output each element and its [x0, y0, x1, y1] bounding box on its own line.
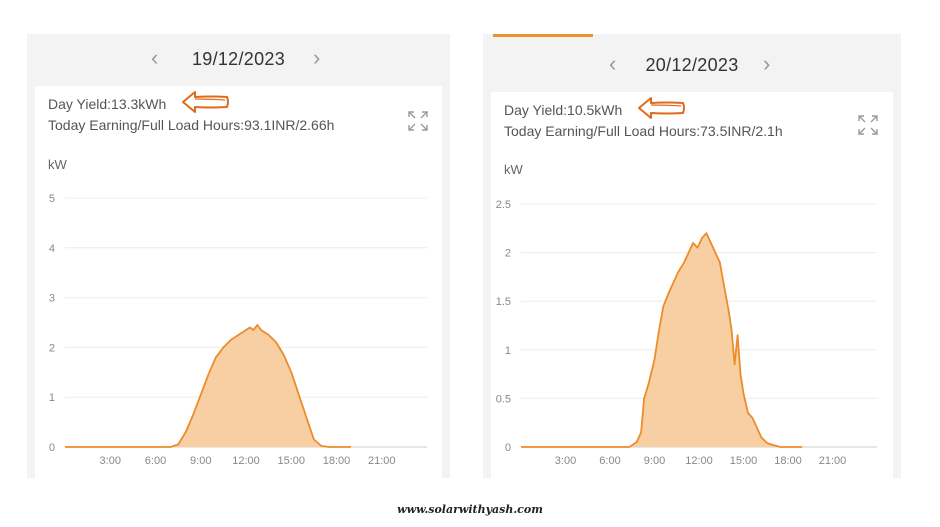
x-tick-label: 6:00 [599, 455, 620, 467]
series-line [521, 232, 803, 448]
series-area [629, 233, 781, 447]
y-tick-label: 1 [505, 345, 511, 357]
y-tick-label: 2.5 [496, 199, 511, 211]
x-tick-label: 12:00 [685, 455, 713, 467]
y-unit-label: kW [48, 157, 67, 172]
chevron-left-icon[interactable]: ‹ [609, 51, 617, 76]
series-area [170, 325, 337, 447]
y-tick-label: 0 [505, 442, 511, 454]
hand-drawn-arrow-icon [638, 97, 685, 119]
date-navigator: ‹ 20/12/2023 › [491, 40, 893, 90]
day-yield-text: Day Yield:13.3kWh [48, 96, 167, 112]
yield-card: Day Yield:10.5kWh Today Earning/Full Loa… [491, 92, 893, 478]
y-tick-label: 2 [49, 342, 55, 354]
x-tick-label: 21:00 [819, 455, 847, 467]
x-tick-label: 18:00 [774, 455, 802, 467]
day-panel-right: ‹ 20/12/2023 › Day Yield:10.5kWh Today E… [483, 34, 901, 478]
chevron-right-icon[interactable]: › [763, 51, 771, 76]
x-tick-label: 21:00 [368, 455, 396, 467]
y-tick-label: 0 [49, 442, 55, 454]
x-tick-label: 15:00 [277, 455, 305, 467]
power-chart: 0 0.5 1 1.5 2 2.5 3:00 6:00 9:00 12:00 15:00 18:00 2… [496, 199, 877, 467]
y-tick-label: 3 [49, 293, 55, 305]
active-tab-indicator [493, 34, 593, 37]
x-tick-label: 18:00 [323, 455, 351, 467]
date-navigator: ‹ 19/12/2023 › [35, 34, 442, 84]
expand-icon[interactable] [407, 110, 429, 132]
y-tick-label: 2 [505, 248, 511, 260]
x-tick-label: 3:00 [100, 455, 121, 467]
date-label: 20/12/2023 [645, 54, 739, 75]
x-tick-label: 9:00 [190, 455, 211, 467]
y-tick-label: 0.5 [496, 393, 511, 405]
earning-text: Today Earning/Full Load Hours:93.1INR/2.… [48, 117, 335, 133]
x-tick-label: 9:00 [644, 455, 665, 467]
chevron-left-icon[interactable]: ‹ [151, 45, 159, 70]
x-tick-label: 6:00 [145, 455, 166, 467]
day-yield-text: Day Yield:10.5kWh [504, 102, 623, 118]
day-panel-left: ‹ 19/12/2023 › Day Yield:13.3kWh Today E… [27, 34, 450, 478]
x-tick-label: 12:00 [232, 455, 260, 467]
y-unit-label: kW [504, 162, 523, 177]
footer-url: www.solarwithyash.com [397, 503, 543, 516]
y-tick-label: 1 [49, 392, 55, 404]
earning-text: Today Earning/Full Load Hours:73.5INR/2.… [504, 123, 783, 139]
yield-card: Day Yield:13.3kWh Today Earning/Full Loa… [35, 86, 442, 478]
y-tick-label: 4 [49, 243, 55, 255]
y-tick-label: 1.5 [496, 296, 511, 308]
chevron-right-icon[interactable]: › [313, 45, 321, 70]
expand-icon[interactable] [857, 114, 879, 136]
date-label: 19/12/2023 [191, 48, 286, 69]
hand-drawn-arrow-icon [182, 91, 229, 113]
x-tick-label: 15:00 [730, 455, 758, 467]
series-line [65, 324, 351, 448]
x-tick-label: 3:00 [555, 455, 576, 467]
y-tick-label: 5 [49, 193, 55, 205]
power-chart: 0 1 2 3 4 5 3:00 6:00 9:00 12:00 15:00 18:00 21:00 [49, 193, 427, 467]
